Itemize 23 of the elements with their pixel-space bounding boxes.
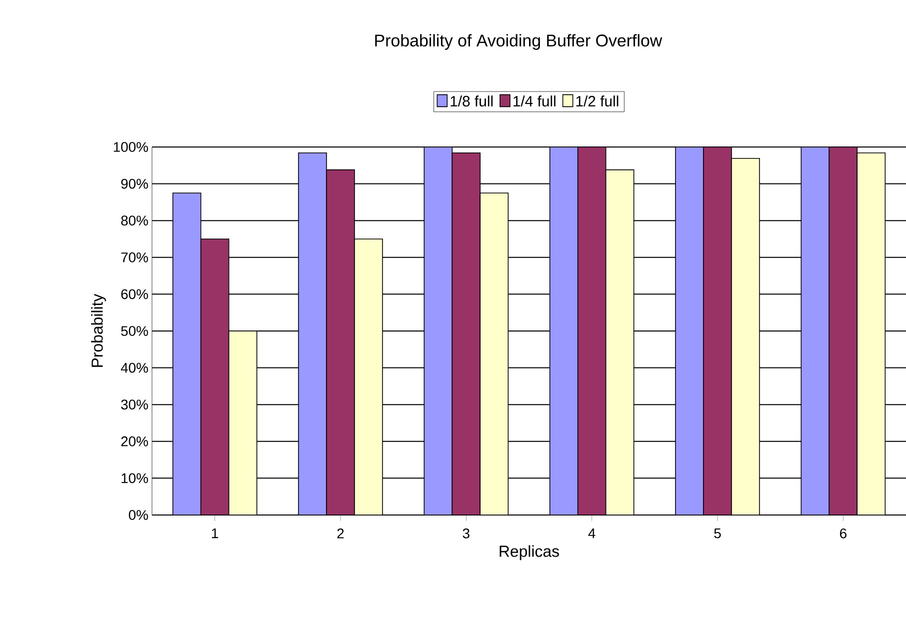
y-tick-label: 0% xyxy=(128,510,148,520)
y-tick-label: 40% xyxy=(120,362,148,373)
y-tick-label: 30% xyxy=(121,400,148,410)
legend-label: 1/2 full xyxy=(576,96,618,106)
y-tick-label: 90% xyxy=(121,178,148,189)
y-tick-label: 100% xyxy=(114,142,148,152)
y-axis-title: Probability xyxy=(91,294,106,367)
y-tick-label: 20% xyxy=(121,436,148,446)
x-tick-label: 3 xyxy=(462,528,470,538)
legend-label: 1/8 full xyxy=(450,96,493,106)
x-tick-label: 6 xyxy=(840,528,846,538)
legend-label: 1/4 full xyxy=(514,96,556,106)
x-tick-label: 5 xyxy=(714,528,721,538)
x-axis-title: Replicas xyxy=(500,545,559,560)
x-tick-label: 4 xyxy=(588,528,596,538)
y-tick-label: 10% xyxy=(122,473,148,484)
x-tick-label: 2 xyxy=(337,528,344,538)
x-tick-label: 1 xyxy=(212,528,218,538)
y-tick-label: 60% xyxy=(121,289,148,300)
y-tick-label: 70% xyxy=(121,252,148,262)
y-tick-label: 50% xyxy=(121,326,148,336)
chart-title: Probability of Avoiding Buffer Overflow xyxy=(375,34,662,50)
y-tick-label: 80% xyxy=(121,216,148,226)
